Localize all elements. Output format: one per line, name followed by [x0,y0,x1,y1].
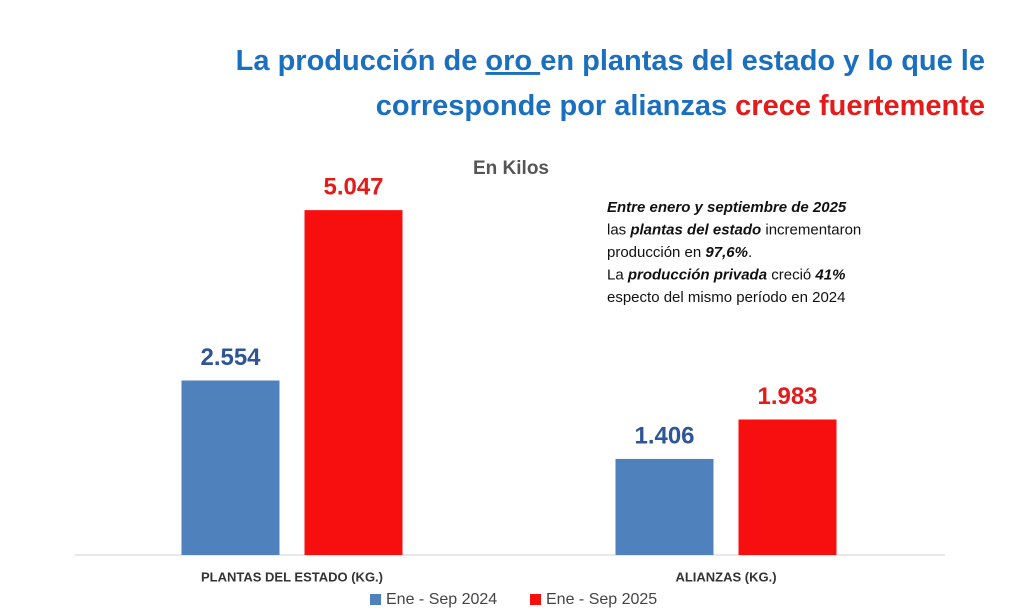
value-label: 1.983 [757,383,817,410]
annotation-line: las plantas del estado incrementaron [607,221,861,238]
legend-label: Ene - Sep 2025 [546,591,657,608]
title-part: oro [485,45,540,77]
x-tick-label: PLANTAS DEL ESTADO (KG.) [201,569,383,584]
annotation-part: plantas del estado [629,221,761,238]
title-line-2: corresponde por alianzas crece fuertemen… [376,90,985,122]
annotation-part: incrementaron [761,221,861,238]
bar [304,210,403,555]
title-line-1: La producción de oro en plantas del esta… [236,45,985,77]
value-label: 1.406 [634,422,694,449]
annotation-line: La producción privada creció 41% [607,266,845,283]
title-part: crece fuertemente [735,90,985,122]
annotation-part: las [607,221,630,238]
annotation-line: Entre enero y septiembre de 2025 [607,199,847,216]
annotation-line: especto del mismo período en 2024 [607,289,845,306]
bar [181,380,280,555]
annotation-part: producción en [607,244,705,261]
value-label: 5.047 [323,173,383,200]
annotation-part: . [748,244,752,261]
annotation-part: Entre enero y septiembre de 2025 [607,199,847,216]
legend-swatch [530,594,541,605]
title-part: La producción de [236,45,486,77]
annotation-part: producción privada [627,266,767,283]
annotation-part: 41% [814,266,845,283]
title-part: corresponde por alianzas [376,90,735,122]
bar [615,458,714,555]
annotation-part: especto del mismo período en 2024 [607,289,845,306]
annotation-line: producción en 97,6%. [607,244,752,261]
subtitle: En Kilos [473,158,549,179]
annotation-part: La [607,266,628,283]
annotation-part: creció [767,266,815,283]
bar [738,419,837,555]
x-tick-label: ALIANZAS (KG.) [675,569,776,584]
legend-label: Ene - Sep 2024 [386,591,497,608]
legend-swatch [370,594,381,605]
annotation-part: 97,6% [705,244,748,261]
value-label: 2.554 [200,344,261,371]
title-part: en plantas del estado y lo que le [540,45,985,77]
